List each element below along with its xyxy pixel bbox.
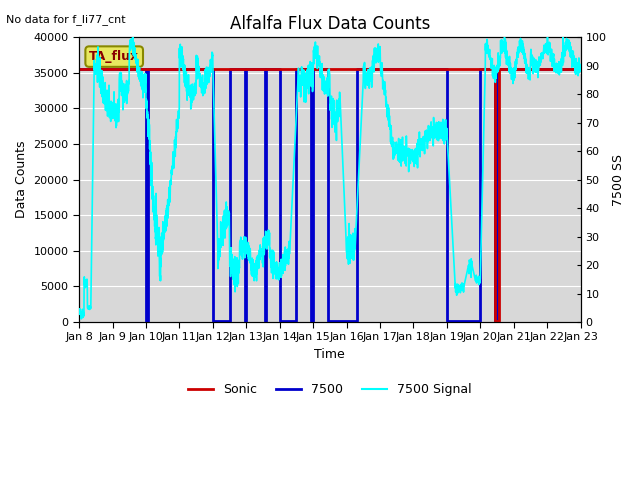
Y-axis label: 7500 SS: 7500 SS (612, 154, 625, 205)
Text: TA_flux: TA_flux (89, 50, 140, 63)
Legend: Sonic, 7500, 7500 Signal: Sonic, 7500, 7500 Signal (183, 378, 476, 401)
X-axis label: Time: Time (314, 348, 345, 361)
Title: Alfalfa Flux Data Counts: Alfalfa Flux Data Counts (230, 15, 430, 33)
Text: No data for f_li77_cnt: No data for f_li77_cnt (6, 14, 126, 25)
Y-axis label: Data Counts: Data Counts (15, 141, 28, 218)
